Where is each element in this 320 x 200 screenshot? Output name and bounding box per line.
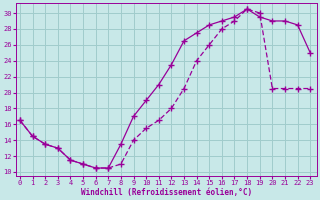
X-axis label: Windchill (Refroidissement éolien,°C): Windchill (Refroidissement éolien,°C) [81,188,252,197]
